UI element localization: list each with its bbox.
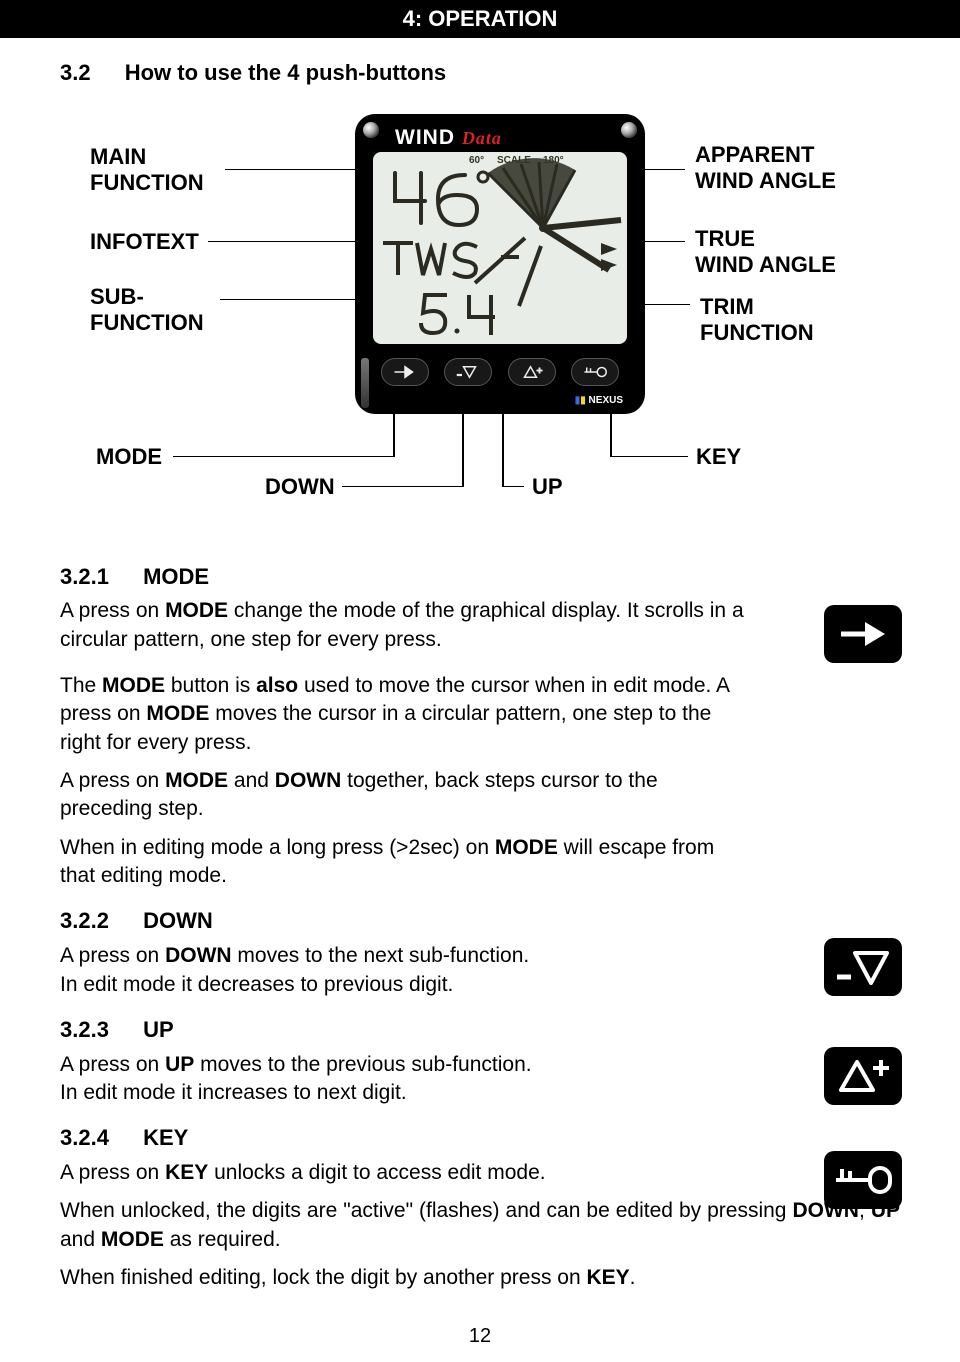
scale-60: 60° (469, 154, 484, 168)
key-icon (580, 363, 610, 381)
subhead-num: 3.2.2 (60, 908, 109, 933)
subhead-num: 3.2.4 (60, 1125, 109, 1150)
device-key-button[interactable] (571, 358, 619, 386)
up-p1: A press on UP moves to the previous sub-… (60, 1051, 750, 1108)
device-brand: ▮▮ NEXUS (575, 394, 623, 408)
section-title: How to use the 4 push-buttons (125, 60, 446, 85)
label-down: DOWN (265, 474, 335, 500)
device-title: WIND Data (395, 124, 502, 152)
label-infotext: INFOTEXT (90, 229, 199, 255)
down-icon-wrap (824, 938, 902, 996)
label-key: KEY (696, 444, 741, 470)
mode-p4: When in editing mode a long press (>2sec… (60, 834, 750, 891)
lcd-graphic (373, 152, 627, 344)
device-mode-button[interactable] (381, 358, 429, 386)
key-icon (824, 1151, 902, 1209)
content: 3.2 How to use the 4 push-buttons MAIN F… (0, 38, 960, 1292)
triangle-up-plus-icon (824, 1047, 902, 1105)
device-down-button[interactable] (444, 358, 492, 386)
screw-icon (621, 122, 637, 138)
triangle-up-plus-icon (517, 363, 547, 381)
up-icon-wrap (824, 1047, 902, 1105)
subhead-txt: UP (143, 1017, 174, 1042)
device-title-wind: WIND (395, 126, 455, 149)
label-mode: MODE (96, 444, 162, 470)
subhead-mode: 3.2.1 MODE (60, 562, 900, 592)
page-header-text: 4: OPERATION (403, 6, 558, 31)
key-p3: When finished editing, lock the digit by… (60, 1264, 900, 1292)
scale-label: SCALE (497, 154, 531, 168)
subhead-up: 3.2.3 UP (60, 1015, 900, 1045)
key-icon-wrap (824, 1151, 902, 1209)
mode-icon-wrap (824, 605, 902, 663)
device-title-data: Data (462, 128, 502, 148)
diagram: MAIN FUNCTION INFOTEXT SUB- FUNCTION APP… (60, 114, 900, 544)
device: WIND Data 60° SCALE 180° (355, 114, 645, 414)
subhead-down: 3.2.2 DOWN (60, 906, 900, 936)
leader-line (342, 486, 462, 488)
key-p2: When unlocked, the digits are "active" (… (60, 1197, 900, 1254)
device-body: WIND Data 60° SCALE 180° (355, 114, 645, 414)
device-button-row (373, 358, 627, 386)
page-header: 4: OPERATION (0, 0, 960, 38)
scale-180: 180° (543, 154, 564, 168)
down-p1: A press on DOWN moves to the next sub-fu… (60, 942, 750, 999)
subhead-key: 3.2.4 KEY (60, 1123, 900, 1153)
key-p1: A press on KEY unlocks a digit to access… (60, 1159, 900, 1187)
leader-line (173, 456, 393, 458)
subhead-txt: MODE (143, 564, 209, 589)
section-number: 3.2 (60, 60, 91, 85)
label-apparent-wind: APPARENT WIND ANGLE (695, 142, 836, 195)
mode-p1: A press on MODE change the mode of the g… (60, 597, 750, 654)
screw-icon (363, 122, 379, 138)
subhead-num: 3.2.3 (60, 1017, 109, 1042)
label-up: UP (532, 474, 563, 500)
triangle-down-minus-icon (824, 938, 902, 996)
arrow-right-icon (390, 363, 420, 381)
device-brand-text: NEXUS (589, 395, 623, 406)
leader-line (610, 456, 688, 458)
label-sub-function: SUB- FUNCTION (90, 284, 204, 337)
device-screen: 60° SCALE 180° (373, 152, 627, 344)
leader-line (208, 241, 378, 243)
mode-p2: The MODE button is also used to move the… (60, 672, 750, 757)
device-up-button[interactable] (508, 358, 556, 386)
leader-line (225, 169, 375, 171)
leader-line (502, 486, 524, 488)
triangle-down-minus-icon (453, 363, 483, 381)
subhead-num: 3.2.1 (60, 564, 109, 589)
mode-p3: A press on MODE and DOWN together, back … (60, 767, 750, 824)
label-trim-function: TRIM FUNCTION (700, 294, 814, 347)
label-main-function: MAIN FUNCTION (90, 144, 204, 197)
subhead-txt: KEY (143, 1125, 188, 1150)
section-heading: 3.2 How to use the 4 push-buttons (60, 58, 900, 88)
subhead-txt: DOWN (143, 908, 213, 933)
label-true-wind: TRUE WIND ANGLE (695, 226, 836, 279)
page-number: 12 (0, 1325, 960, 1348)
device-side-trim (361, 358, 369, 408)
arrow-right-icon (824, 605, 902, 663)
